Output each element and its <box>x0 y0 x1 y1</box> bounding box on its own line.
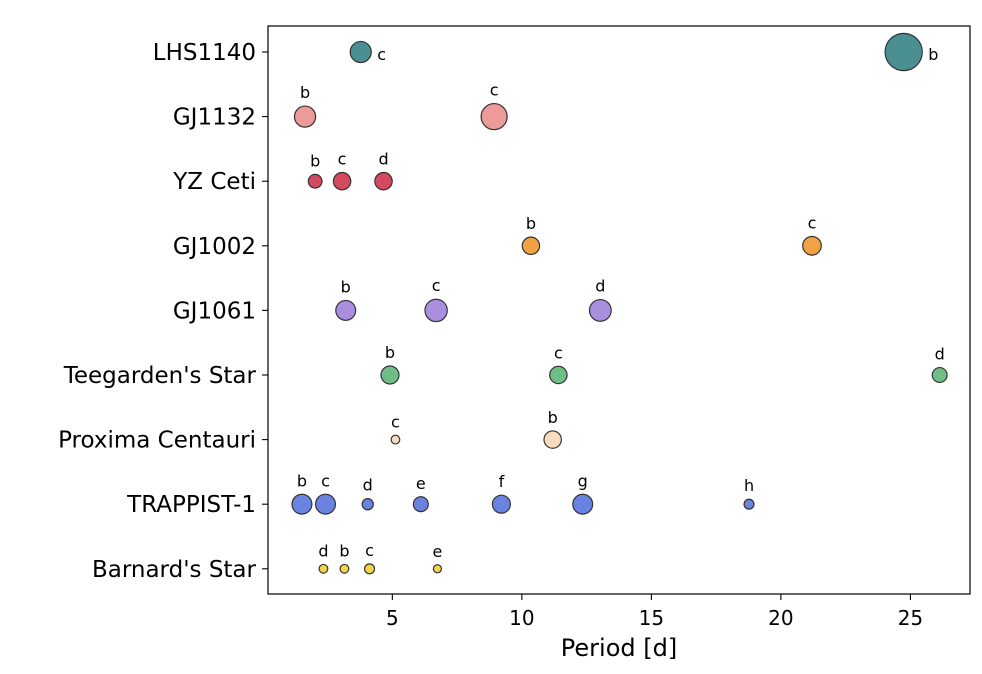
planet-label: c <box>321 471 330 490</box>
planet-marker <box>521 236 541 256</box>
planet-marker <box>743 498 755 510</box>
planet-marker <box>318 563 329 574</box>
x-tick-label: 5 <box>386 606 399 630</box>
planet-label: d <box>363 476 373 495</box>
plot-frame <box>267 25 971 595</box>
planet-labels: c bb cb c db cb c db c dc bb c d e f g hd b c e <box>297 45 945 561</box>
planet-label: b <box>548 408 558 427</box>
planet-marker <box>412 496 429 513</box>
y-tick-label: Teegarden's Star <box>63 363 257 389</box>
planet-label: b <box>297 471 307 490</box>
x-tick-label: 15 <box>639 606 664 630</box>
planet-label: b <box>385 343 395 362</box>
planet-label: b <box>341 277 351 296</box>
planet-marker <box>332 171 352 191</box>
planet-label: g <box>578 471 588 490</box>
y-tick-label: Proxima Centauri <box>58 428 256 454</box>
planet-marker <box>291 493 313 515</box>
x-axis-label: Period [d] <box>561 634 677 662</box>
planet-label: b <box>526 214 536 233</box>
planet-marker <box>572 493 594 515</box>
planet-marker <box>480 102 508 131</box>
planet-marker <box>349 40 372 64</box>
planet-label: f <box>499 472 505 491</box>
planet-marker <box>363 563 376 575</box>
planet-marker <box>424 298 448 323</box>
axis-ticks: 5 10 15 20 25 LHS1140 GJ1132 YZ Ceti GJ1002 GJ106… <box>58 40 923 630</box>
planet-marker <box>339 563 350 574</box>
planet-label: c <box>490 81 499 100</box>
planet-marker <box>307 173 323 189</box>
planet-label: d <box>318 541 328 560</box>
planet-label: c <box>808 214 817 233</box>
y-tick-label: TRAPPIST-1 <box>126 492 256 518</box>
planet-marker <box>293 105 317 128</box>
x-tick-label: 20 <box>768 606 793 630</box>
planet-label: d <box>378 150 388 169</box>
planet-label: c <box>432 276 441 295</box>
planet-marker <box>543 430 562 449</box>
planet-marker <box>491 494 511 514</box>
planet-marker <box>380 365 400 385</box>
planet-marker <box>390 434 401 445</box>
y-tick-label: GJ1061 <box>173 298 256 324</box>
planet-label: b <box>928 45 938 64</box>
planet-label: c <box>554 343 563 362</box>
y-tick-label: Barnard's Star <box>92 557 257 583</box>
planet-label: b <box>339 541 349 560</box>
planet-label: d <box>595 277 605 296</box>
planet-label: c <box>365 541 374 560</box>
x-tick-label: 10 <box>509 606 534 630</box>
planet-label: e <box>432 542 442 561</box>
planet-marker <box>588 298 612 322</box>
planet-label: d <box>935 345 945 364</box>
planet-marker <box>335 299 357 321</box>
planet-marker <box>802 235 822 256</box>
planet-marker <box>549 365 568 385</box>
planet-label: h <box>744 476 754 495</box>
planet-marker <box>361 498 374 511</box>
y-tick-label: GJ1132 <box>173 105 256 131</box>
y-tick-label: GJ1002 <box>173 234 256 260</box>
planet-marker <box>432 564 443 574</box>
planet-marker <box>884 32 923 72</box>
planet-label: b <box>300 83 310 102</box>
planet-label: c <box>377 45 386 64</box>
y-tick-label: LHS1140 <box>153 40 256 66</box>
planet-marker <box>314 493 337 515</box>
planet-marker <box>374 171 393 191</box>
planet-label: b <box>310 151 320 170</box>
planet-label: c <box>338 150 347 169</box>
planet-markers <box>291 32 948 575</box>
y-tick-label: YZ Ceti <box>172 169 256 195</box>
planet-label: e <box>416 474 426 493</box>
planet-label: c <box>391 412 400 431</box>
x-tick-label: 25 <box>898 606 923 630</box>
planet-marker <box>931 366 948 384</box>
